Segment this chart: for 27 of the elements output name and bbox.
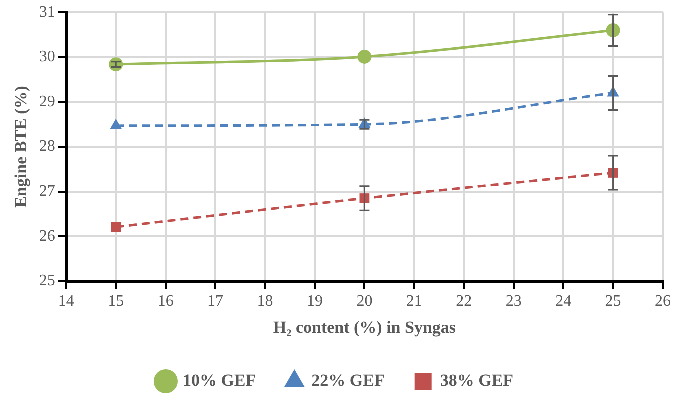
x-tick-label: 26 <box>655 293 671 310</box>
x-tick-label: 25 <box>605 293 622 310</box>
y-tick-label: 31 <box>39 4 56 21</box>
y-axis-title: Engine BTE (%) <box>12 86 31 208</box>
x-tick-label: 15 <box>108 293 124 310</box>
point <box>358 50 372 64</box>
x-tick-label: 18 <box>257 293 274 310</box>
y-tick-label: 25 <box>39 272 56 290</box>
y-tick-label: 30 <box>39 48 56 66</box>
y-tick-label: 28 <box>39 138 56 156</box>
legend-label: 10% GEF <box>182 370 256 390</box>
legend-label: 22% GEF <box>312 370 385 390</box>
x-tick-label: 17 <box>208 293 224 310</box>
x-tick-label: 20 <box>356 293 373 310</box>
y-tick-label: 27 <box>39 183 56 200</box>
x-tick-label: 16 <box>158 293 174 310</box>
y-tick-label: 26 <box>39 228 56 245</box>
x-axis-title: H₂ content (%) in Syngas <box>273 318 456 338</box>
x-tick-label: 23 <box>506 293 522 310</box>
x-tick-label: 21 <box>406 293 422 310</box>
legend-label: 38% GEF <box>440 370 514 390</box>
x-tick-label: 19 <box>306 293 323 310</box>
x-tick-label: 22 <box>456 293 472 310</box>
x-tick-label: 24 <box>556 293 572 310</box>
y-tick-label: 29 <box>39 93 56 110</box>
point <box>111 222 122 232</box>
x-tick-label: 14 <box>58 293 74 310</box>
